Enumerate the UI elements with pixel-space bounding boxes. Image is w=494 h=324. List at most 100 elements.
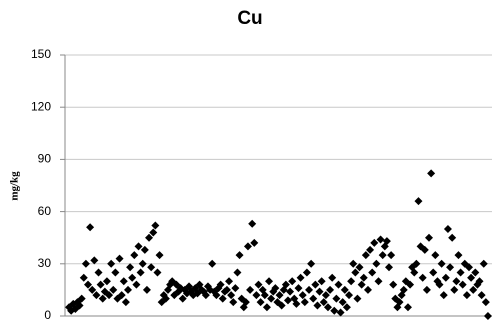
point xyxy=(309,294,318,303)
point xyxy=(147,263,156,272)
point xyxy=(233,268,242,277)
point xyxy=(374,277,383,286)
point xyxy=(355,263,364,272)
point xyxy=(395,298,404,307)
point xyxy=(296,273,305,282)
point xyxy=(418,273,427,282)
point xyxy=(109,285,118,294)
point xyxy=(231,284,240,293)
y-tick-label: 30 xyxy=(38,256,52,270)
point xyxy=(92,291,101,300)
point xyxy=(286,287,295,296)
point xyxy=(140,245,149,254)
point xyxy=(334,280,343,289)
point xyxy=(142,285,151,294)
point xyxy=(483,312,492,320)
point xyxy=(161,294,170,303)
point xyxy=(313,301,322,310)
point xyxy=(283,296,292,305)
point xyxy=(90,256,99,265)
point xyxy=(359,273,368,282)
point xyxy=(149,228,158,237)
point xyxy=(225,277,234,286)
point xyxy=(427,169,436,178)
point xyxy=(471,268,480,277)
point xyxy=(328,273,337,282)
point xyxy=(321,291,330,300)
point xyxy=(102,277,111,286)
point xyxy=(248,219,257,228)
point xyxy=(262,303,271,312)
point xyxy=(227,291,236,300)
point xyxy=(153,268,162,277)
point xyxy=(107,259,116,268)
point xyxy=(128,273,137,282)
y-tick-label: 120 xyxy=(31,99,51,113)
point xyxy=(465,263,474,272)
point xyxy=(330,306,339,315)
point xyxy=(241,298,250,307)
point xyxy=(96,280,105,289)
point xyxy=(479,259,488,268)
point xyxy=(79,273,88,282)
point xyxy=(368,268,377,277)
y-tick-label: 150 xyxy=(31,47,51,61)
point xyxy=(302,268,311,277)
point xyxy=(212,291,221,300)
point xyxy=(340,285,349,294)
point xyxy=(315,287,324,296)
point xyxy=(481,298,490,307)
point xyxy=(336,308,345,317)
point xyxy=(366,245,375,254)
point xyxy=(265,277,274,286)
point xyxy=(477,291,486,300)
point xyxy=(151,221,160,230)
point xyxy=(254,280,263,289)
y-tick-label: 60 xyxy=(38,204,52,218)
point xyxy=(446,263,455,272)
point xyxy=(298,291,307,300)
point xyxy=(111,268,120,277)
point xyxy=(342,303,351,312)
point xyxy=(155,251,164,260)
point xyxy=(345,291,354,300)
point xyxy=(94,268,103,277)
point xyxy=(370,238,379,247)
point xyxy=(431,251,440,260)
point xyxy=(218,294,227,303)
point xyxy=(361,251,370,260)
point xyxy=(292,299,301,308)
point xyxy=(469,285,478,294)
point xyxy=(208,259,217,268)
point xyxy=(323,303,332,312)
point xyxy=(410,268,419,277)
point xyxy=(235,251,244,260)
point xyxy=(441,273,450,282)
point xyxy=(86,223,95,232)
point xyxy=(77,294,86,303)
point xyxy=(437,259,446,268)
point xyxy=(75,301,84,310)
point xyxy=(307,259,316,268)
point xyxy=(326,285,335,294)
point xyxy=(178,294,187,303)
point xyxy=(435,280,444,289)
y-tick-label: 0 xyxy=(44,308,51,322)
point xyxy=(347,277,356,286)
point xyxy=(389,280,398,289)
point xyxy=(363,285,372,294)
point xyxy=(138,259,147,268)
point xyxy=(145,233,154,242)
point xyxy=(134,242,143,251)
point xyxy=(123,285,132,294)
point xyxy=(271,284,280,293)
point xyxy=(406,280,415,289)
point xyxy=(429,268,438,277)
point xyxy=(349,259,358,268)
point xyxy=(246,285,255,294)
point xyxy=(81,259,90,268)
point xyxy=(126,263,135,272)
point xyxy=(243,242,252,251)
point xyxy=(256,298,265,307)
